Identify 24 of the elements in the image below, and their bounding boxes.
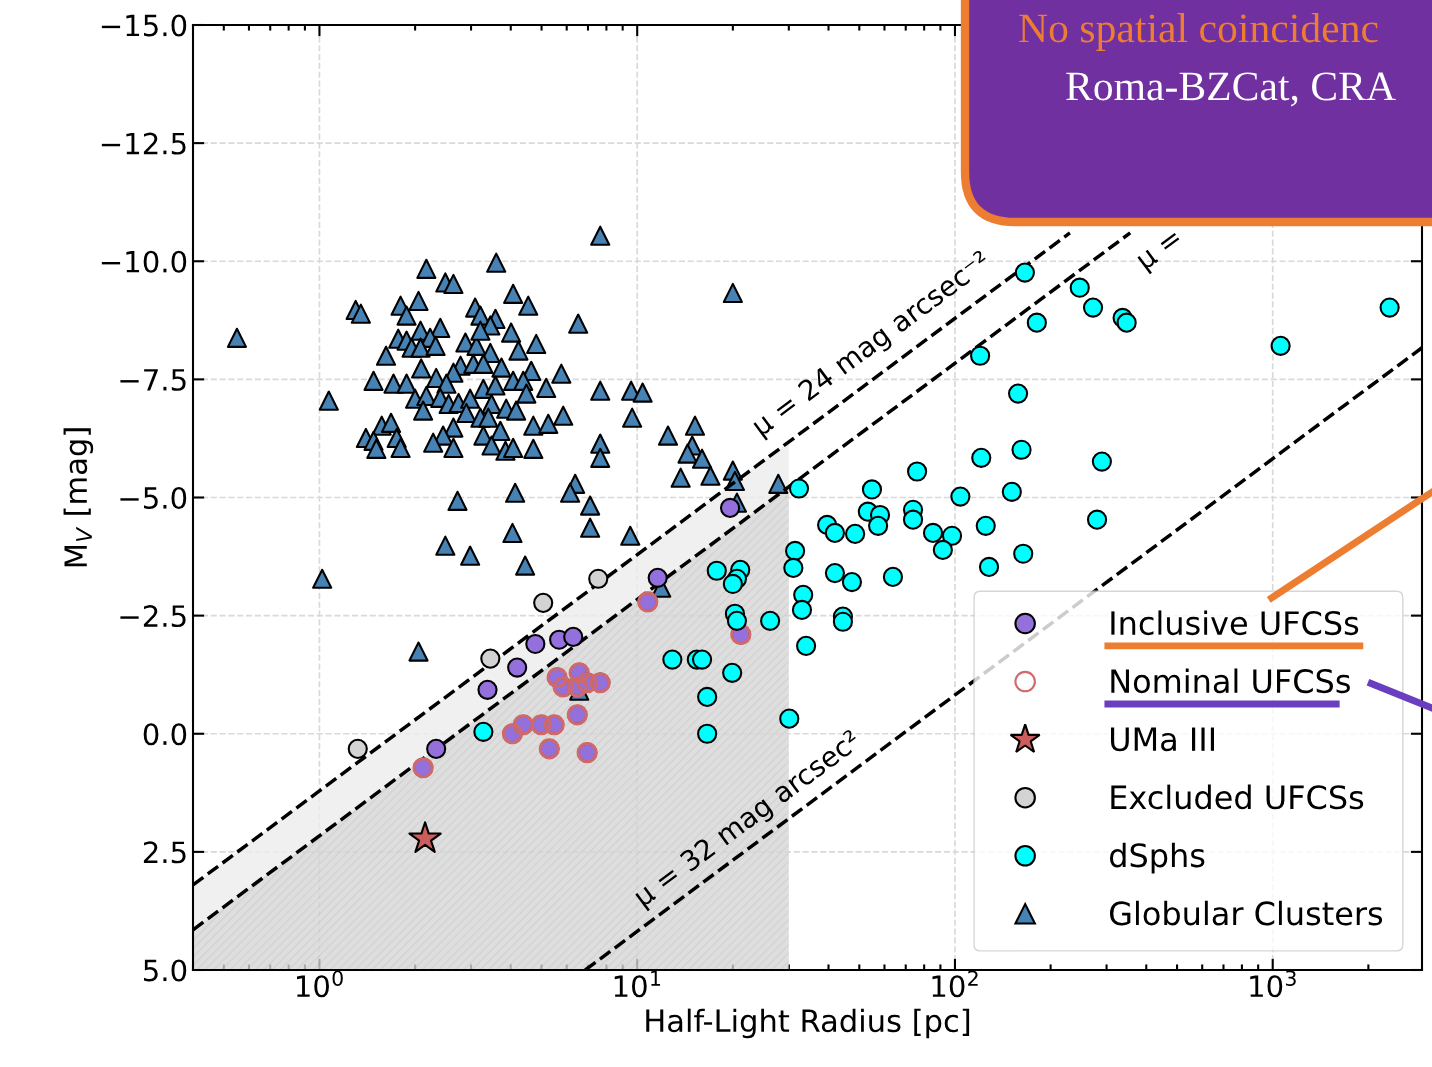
y-tick-label: 0.0 [143,723,187,746]
y-tick-label: −10.0 [101,250,187,273]
y-tick-label: −12.5 [101,132,186,155]
x-tick-label: 10$^{1}$ [614,970,661,998]
annotation: No spatial coincidenc [1019,13,1378,51]
y-tick-label: 2.5 [143,841,186,864]
legend-label: dSphs [1109,842,1205,874]
y-tick-label: −15.0 [101,14,187,37]
y-tick-label: −5.0 [120,486,187,509]
legend-label: Inclusive UFCSs [1111,610,1359,636]
x-tick-label: 10$^{3}$ [1250,970,1296,998]
annotation: Roma-BZCat, CRA [1066,72,1396,107]
annotation: μ = [1137,230,1186,275]
legend-label: Nominal UFCSs [1111,668,1350,694]
y-axis-title: M$_{V}$ [mag] [63,428,94,567]
y-tick-label: 5.0 [144,959,187,982]
y-tick-label: −2.5 [120,605,186,628]
x-tick-label: 10$^{2}$ [932,970,978,998]
x-axis-title: Half-Light Radius [pc] [646,1008,970,1039]
x-tick-label: 10$^{0}$ [296,970,343,998]
y-tick-label: −7.5 [120,369,186,391]
legend-label: Excluded UFCSs [1111,784,1364,810]
legend-label: Globular Clusters [1110,900,1383,926]
legend-label: UMa III [1110,727,1215,752]
